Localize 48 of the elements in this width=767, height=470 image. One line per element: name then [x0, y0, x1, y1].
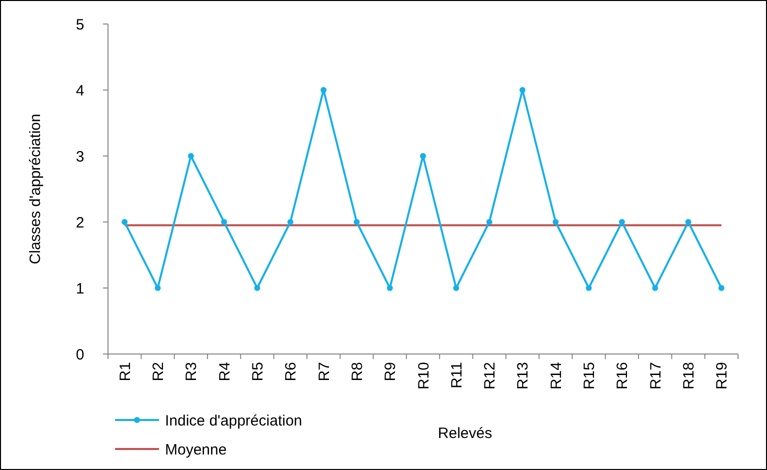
x-tick-label: R2	[150, 362, 167, 382]
x-tick-label: R10	[415, 362, 432, 390]
y-tick-label: 0	[76, 346, 84, 364]
y-tick-label: 3	[76, 148, 84, 166]
point	[188, 153, 194, 159]
y-tick-label: 5	[76, 16, 84, 34]
point	[420, 153, 426, 159]
x-tick-label: R18	[680, 362, 698, 390]
point	[586, 285, 592, 291]
point	[221, 219, 228, 225]
point	[320, 87, 327, 93]
point	[354, 219, 360, 225]
point	[453, 285, 460, 291]
y-tick-label: 4	[76, 82, 84, 100]
point	[618, 219, 625, 225]
x-tick-label: R4	[216, 362, 234, 382]
point	[685, 219, 692, 225]
point	[652, 285, 658, 291]
point	[287, 219, 294, 225]
x-tick-label: R16	[614, 362, 632, 390]
point	[486, 219, 492, 225]
x-tick-label: R11	[448, 362, 466, 388]
x-tick-label: R5	[249, 362, 266, 382]
legend-label: Moyenne	[165, 441, 227, 458]
x-tick-label: R15	[581, 362, 598, 390]
point	[552, 219, 559, 225]
legend-label: Indice d'appréciation	[165, 412, 302, 430]
point	[519, 87, 526, 93]
x-tick-label: R9	[382, 362, 400, 382]
x-tick-label: R8	[348, 362, 366, 382]
x-tick-label: R17	[647, 362, 664, 390]
point	[718, 285, 724, 291]
x-tick-label: R12	[482, 362, 499, 390]
y-tick-label: 2	[76, 214, 84, 232]
x-tick-label: R13	[514, 362, 532, 390]
point	[122, 219, 128, 225]
y-tick-label: 1	[76, 280, 84, 298]
y-axis-title: Classes d'appréciation	[27, 114, 44, 264]
point	[154, 285, 161, 291]
x-tick-label: R14	[548, 362, 565, 390]
x-tick-label: R3	[183, 362, 200, 382]
x-tick-label: R7	[316, 362, 333, 382]
x-tick-label: R6	[282, 362, 300, 382]
point	[254, 285, 260, 291]
x-axis-title: Relevés	[438, 425, 492, 442]
x-tick-label: R19	[714, 362, 731, 390]
point	[386, 285, 393, 291]
x-tick-label: R1	[116, 362, 134, 382]
